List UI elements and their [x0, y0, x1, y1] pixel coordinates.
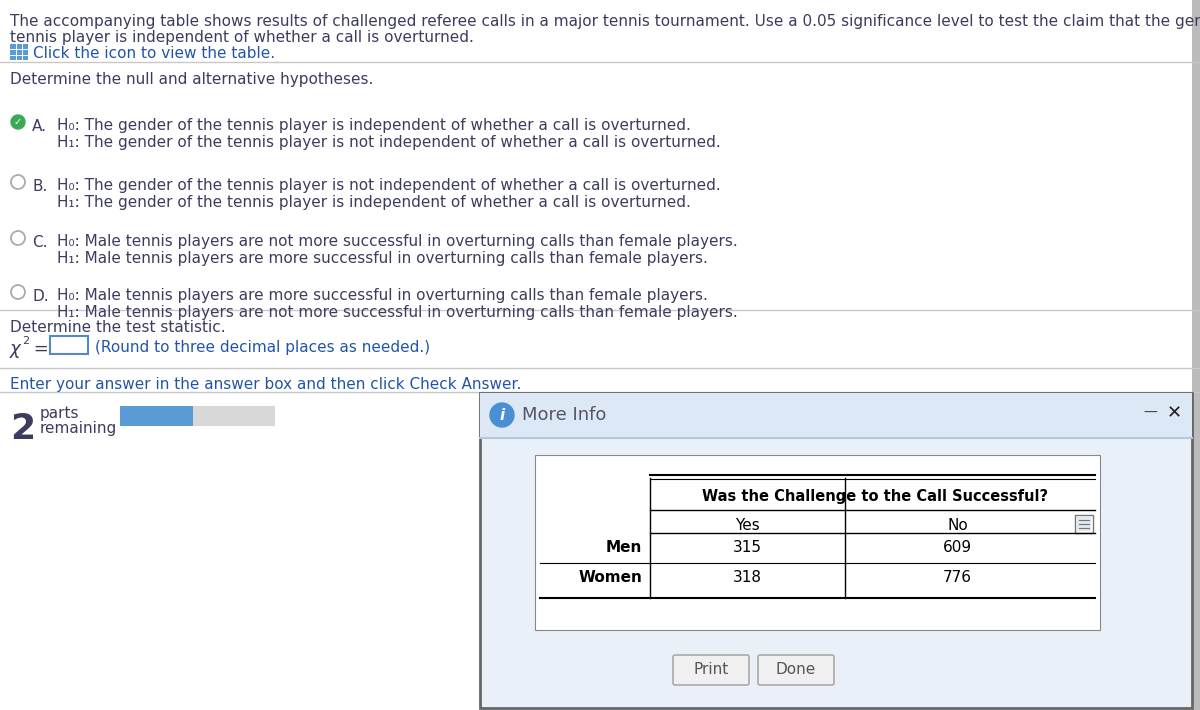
Bar [1075, 515, 1093, 533]
Text: H₁: Male tennis players are not more successful in overturning calls than female: H₁: Male tennis players are not more suc… [58, 305, 738, 320]
Text: H₀: Male tennis players are more successful in overturning calls than female pla: H₀: Male tennis players are more success… [58, 288, 708, 303]
Bar [120, 406, 193, 426]
Text: No: No [947, 518, 968, 533]
Text: The accompanying table shows results of challenged referee calls in a major tenn: The accompanying table shows results of … [10, 14, 1200, 29]
Circle shape [490, 403, 514, 427]
Bar [1078, 517, 1091, 531]
Text: remaining: remaining [40, 421, 118, 436]
Text: A.: A. [32, 119, 47, 134]
Text: B.: B. [32, 179, 47, 194]
Text: Yes: Yes [736, 518, 760, 533]
Circle shape [11, 115, 25, 129]
Text: Print: Print [694, 662, 728, 677]
Text: ✕: ✕ [1166, 404, 1182, 422]
Text: Women: Women [578, 571, 642, 586]
Text: H₀: The gender of the tennis player is not independent of whether a call is over: H₀: The gender of the tennis player is n… [58, 178, 721, 193]
Text: —: — [1144, 406, 1157, 420]
Text: H₀: Male tennis players are not more successful in overturning calls than female: H₀: Male tennis players are not more suc… [58, 234, 738, 249]
Text: 2: 2 [10, 412, 35, 446]
Text: ✓: ✓ [14, 117, 22, 127]
Text: H₁: The gender of the tennis player is not independent of whether a call is over: H₁: The gender of the tennis player is n… [58, 135, 721, 150]
Text: H₀: The gender of the tennis player is independent of whether a call is overturn: H₀: The gender of the tennis player is i… [58, 118, 691, 133]
FancyBboxPatch shape [758, 655, 834, 685]
Text: 776: 776 [943, 571, 972, 586]
Text: tennis player is independent of whether a call is overturned.: tennis player is independent of whether … [10, 30, 474, 45]
Text: 2: 2 [22, 336, 29, 346]
Text: Determine the null and alternative hypotheses.: Determine the null and alternative hypot… [10, 72, 373, 87]
Bar [480, 393, 1192, 438]
Text: D.: D. [32, 289, 49, 304]
Text: Determine the test statistic.: Determine the test statistic. [10, 320, 226, 335]
Text: 315: 315 [733, 540, 762, 555]
Text: H₁: The gender of the tennis player is independent of whether a call is overturn: H₁: The gender of the tennis player is i… [58, 195, 691, 210]
Text: More Info: More Info [522, 406, 606, 424]
Text: Done: Done [776, 662, 816, 677]
Text: =: = [28, 340, 49, 358]
Text: i: i [499, 408, 505, 422]
Text: (Round to three decimal places as needed.): (Round to three decimal places as needed… [95, 340, 430, 355]
Bar [50, 336, 88, 354]
Bar [535, 455, 1100, 630]
Bar [193, 406, 275, 426]
Bar [480, 393, 1192, 708]
Text: Click the icon to view the table.: Click the icon to view the table. [34, 46, 275, 61]
Text: χ: χ [10, 340, 20, 358]
Text: H₁: Male tennis players are more successful in overturning calls than female pla: H₁: Male tennis players are more success… [58, 251, 708, 266]
Bar [1192, 0, 1200, 710]
Text: parts: parts [40, 406, 79, 421]
Text: 318: 318 [733, 571, 762, 586]
Bar [10, 44, 28, 60]
Text: 609: 609 [943, 540, 972, 555]
Text: Enter your answer in the answer box and then click Check Answer.: Enter your answer in the answer box and … [10, 377, 521, 392]
Text: Was the Challenge to the Call Successful?: Was the Challenge to the Call Successful… [702, 489, 1048, 505]
Text: C.: C. [32, 235, 48, 250]
FancyBboxPatch shape [673, 655, 749, 685]
Text: Men: Men [606, 540, 642, 555]
